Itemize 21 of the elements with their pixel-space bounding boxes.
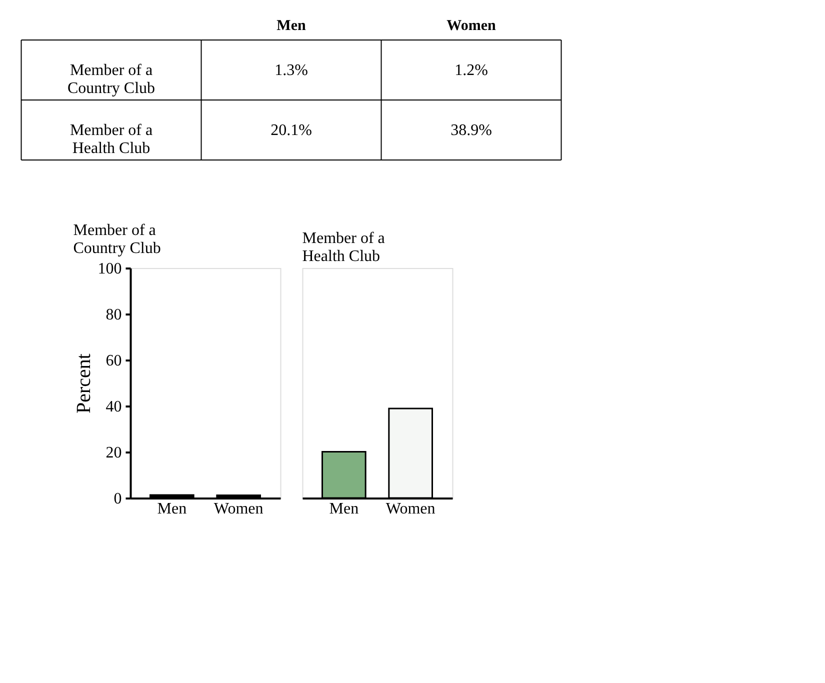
text: 20.1%	[270, 122, 312, 139]
category-label: Men	[276, 18, 306, 34]
x-tick-label: Women	[386, 500, 436, 518]
y-tick-label: 60	[106, 352, 122, 370]
text: 1.3%	[274, 62, 308, 79]
chart-title: Member of a Health Club	[302, 230, 385, 265]
chart-title: Member of a Country Club	[73, 222, 161, 257]
y-axis-title: Percent	[72, 353, 95, 414]
x-tick-label: Men	[329, 500, 359, 518]
y-tick-label: 100	[98, 260, 122, 278]
text: 1.2%	[454, 62, 488, 79]
y-tick-label: 80	[106, 306, 122, 324]
category-label: Women	[446, 18, 496, 34]
x-tick-label: Women	[214, 500, 264, 518]
y-tick-label: 20	[106, 444, 122, 462]
y-tick-label: 0	[114, 490, 122, 508]
category-label: Member of a Country Club	[67, 62, 156, 97]
y-tick-label: 40	[106, 398, 122, 416]
category-label: Member of a Health Club	[70, 122, 153, 157]
x-tick-label: Men	[157, 500, 187, 518]
text: 38.9%	[450, 122, 492, 139]
